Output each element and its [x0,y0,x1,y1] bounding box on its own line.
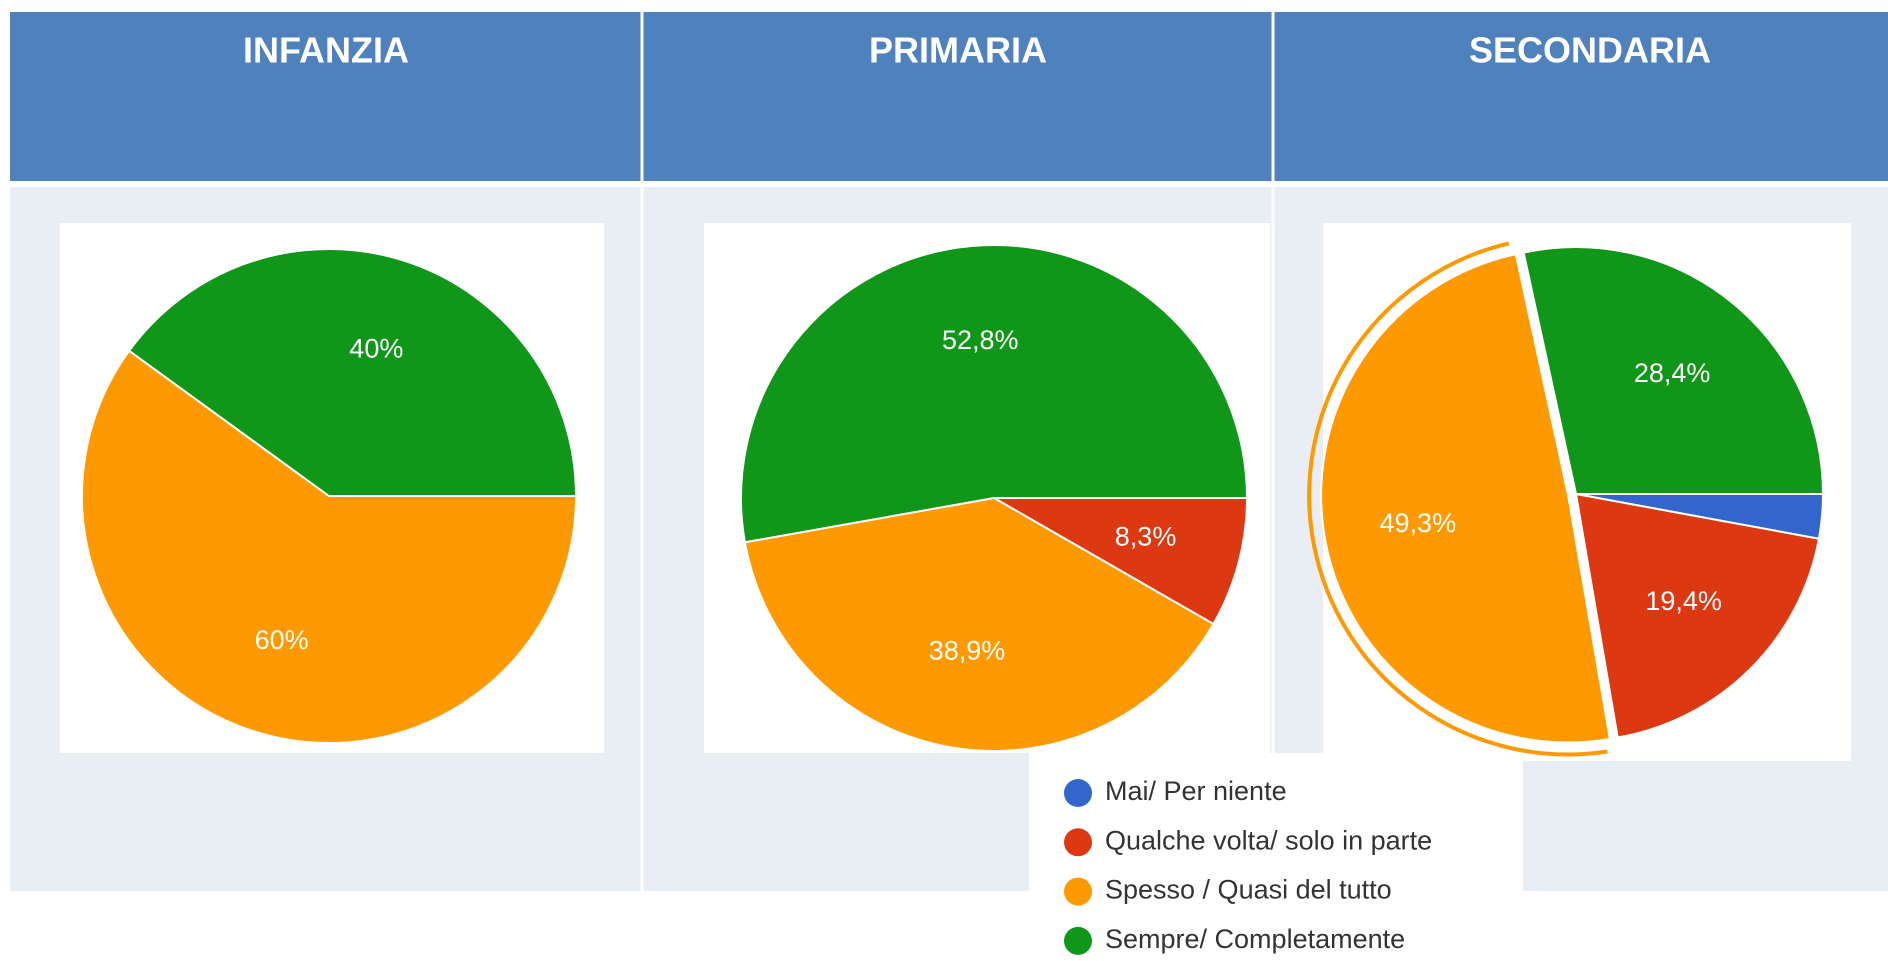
pie-slice [740,244,1249,544]
legend-swatch [1064,828,1092,857]
slice-label: 28,4% [1634,358,1711,388]
pie-slice [1320,252,1612,744]
legend-swatch [1064,779,1092,807]
slice-label: 49,3% [1380,508,1457,538]
legend-label: Spesso / Quasi del tutto [1105,875,1392,905]
slice-label: 52,8% [942,325,1019,355]
pie-slice [990,497,1249,626]
slice-label: 8,3% [1115,522,1177,552]
pie-slice [743,496,1215,752]
legend-label: Mai/ Per niente [1105,776,1287,806]
column-header: SECONDARIA [1469,30,1711,71]
slice-label: 38,9% [929,636,1006,666]
legend-box [1029,753,1523,956]
legend-swatch [1064,877,1092,906]
legend-swatch [1064,926,1092,955]
slice-label: 60% [255,625,309,655]
column-header: INFANZIA [243,30,409,71]
slice-label: 19,4% [1645,586,1722,616]
header-row [10,12,1888,181]
pie-slice [1574,492,1821,739]
pie-slice [1522,246,1825,495]
legend-label: Qualche volta/ solo in parte [1105,825,1432,855]
slice-label: 40% [349,333,403,363]
legend-label: Sempre/ Completamente [1105,924,1405,954]
column-header: PRIMARIA [869,30,1047,71]
pie-slice [127,248,578,497]
highlight-ring [1307,241,1608,757]
pie-slice [81,349,578,744]
